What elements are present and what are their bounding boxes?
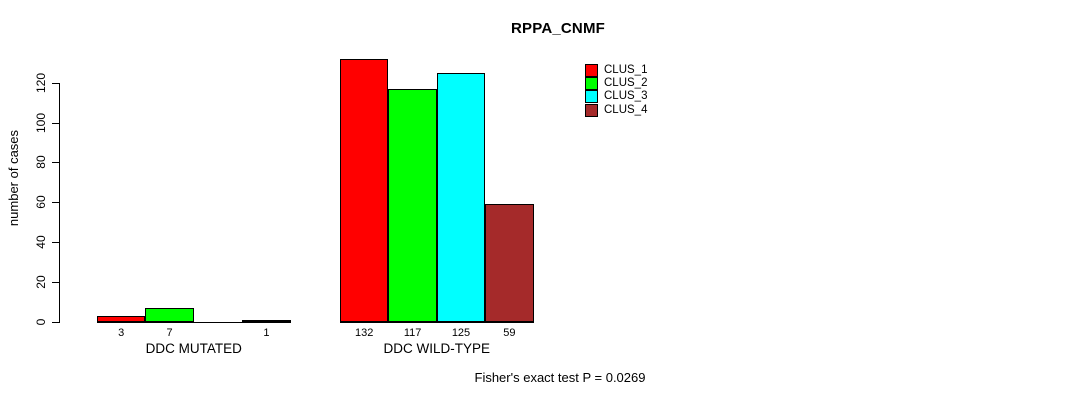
bar-clus-2-ddc-wild-type (388, 89, 437, 322)
y-tick-label: 60 (34, 195, 48, 209)
y-tick (52, 82, 59, 84)
y-tick-label: 100 (34, 112, 48, 133)
bar-value-label: 132 (355, 327, 374, 339)
y-tick-label: 120 (34, 72, 48, 93)
bar-clus-2-ddc-mutated (145, 308, 194, 322)
legend-label: CLUS_2 (604, 77, 648, 90)
bar-clus-3-ddc-wild-type (436, 73, 486, 322)
y-tick (52, 122, 59, 124)
bar-clus-4-ddc-mutated (242, 320, 291, 322)
y-axis-line (59, 82, 60, 323)
y-tick-label: 0 (34, 318, 48, 326)
legend-label: CLUS_4 (604, 103, 648, 116)
group-baseline (97, 322, 291, 323)
legend-swatch-clus-2 (585, 77, 598, 91)
bar-value-label: 1 (263, 327, 270, 339)
bar-clus-1-ddc-wild-type (340, 59, 389, 322)
y-tick (52, 322, 59, 323)
bar-value-label: 125 (451, 327, 471, 339)
group-baseline (340, 322, 534, 323)
group-label-ddc-mutated: DDC MUTATED (145, 341, 242, 356)
bar-value-label: 59 (503, 327, 516, 339)
bar-value-label: 3 (118, 327, 125, 339)
bar-clus-1-ddc-mutated (97, 316, 146, 322)
legend-swatch-clus-4 (585, 103, 598, 117)
y-tick (52, 282, 59, 284)
y-tick (52, 242, 59, 244)
legend: CLUS_1 CLUS_2 CLUS_3 CLUS_4 (585, 64, 725, 120)
stat-annotation: Fisher's exact test P = 0.0269 (474, 370, 646, 385)
y-tick-label: 80 (34, 155, 48, 170)
bar-value-label: 117 (403, 327, 422, 339)
chart-title: RPPA_CNMF (510, 20, 606, 37)
legend-item: CLUS_1 (585, 64, 725, 77)
legend-swatch-clus-1 (585, 64, 598, 77)
y-tick-label: 40 (34, 235, 48, 249)
y-tick (52, 202, 59, 204)
legend-item: CLUS_3 (585, 90, 725, 104)
y-tick (52, 162, 59, 164)
legend-swatch-clus-3 (585, 90, 598, 104)
legend-item: CLUS_2 (585, 77, 725, 91)
bar-clus-4-ddc-wild-type (485, 204, 534, 322)
legend-label: CLUS_1 (604, 64, 648, 76)
legend-item: CLUS_4 (585, 103, 725, 117)
group-label-ddc-wild-type: DDC WILD-TYPE (383, 341, 491, 356)
bar-value-label: 7 (166, 327, 173, 339)
y-tick-label: 20 (34, 275, 48, 289)
legend-label: CLUS_3 (604, 90, 648, 103)
